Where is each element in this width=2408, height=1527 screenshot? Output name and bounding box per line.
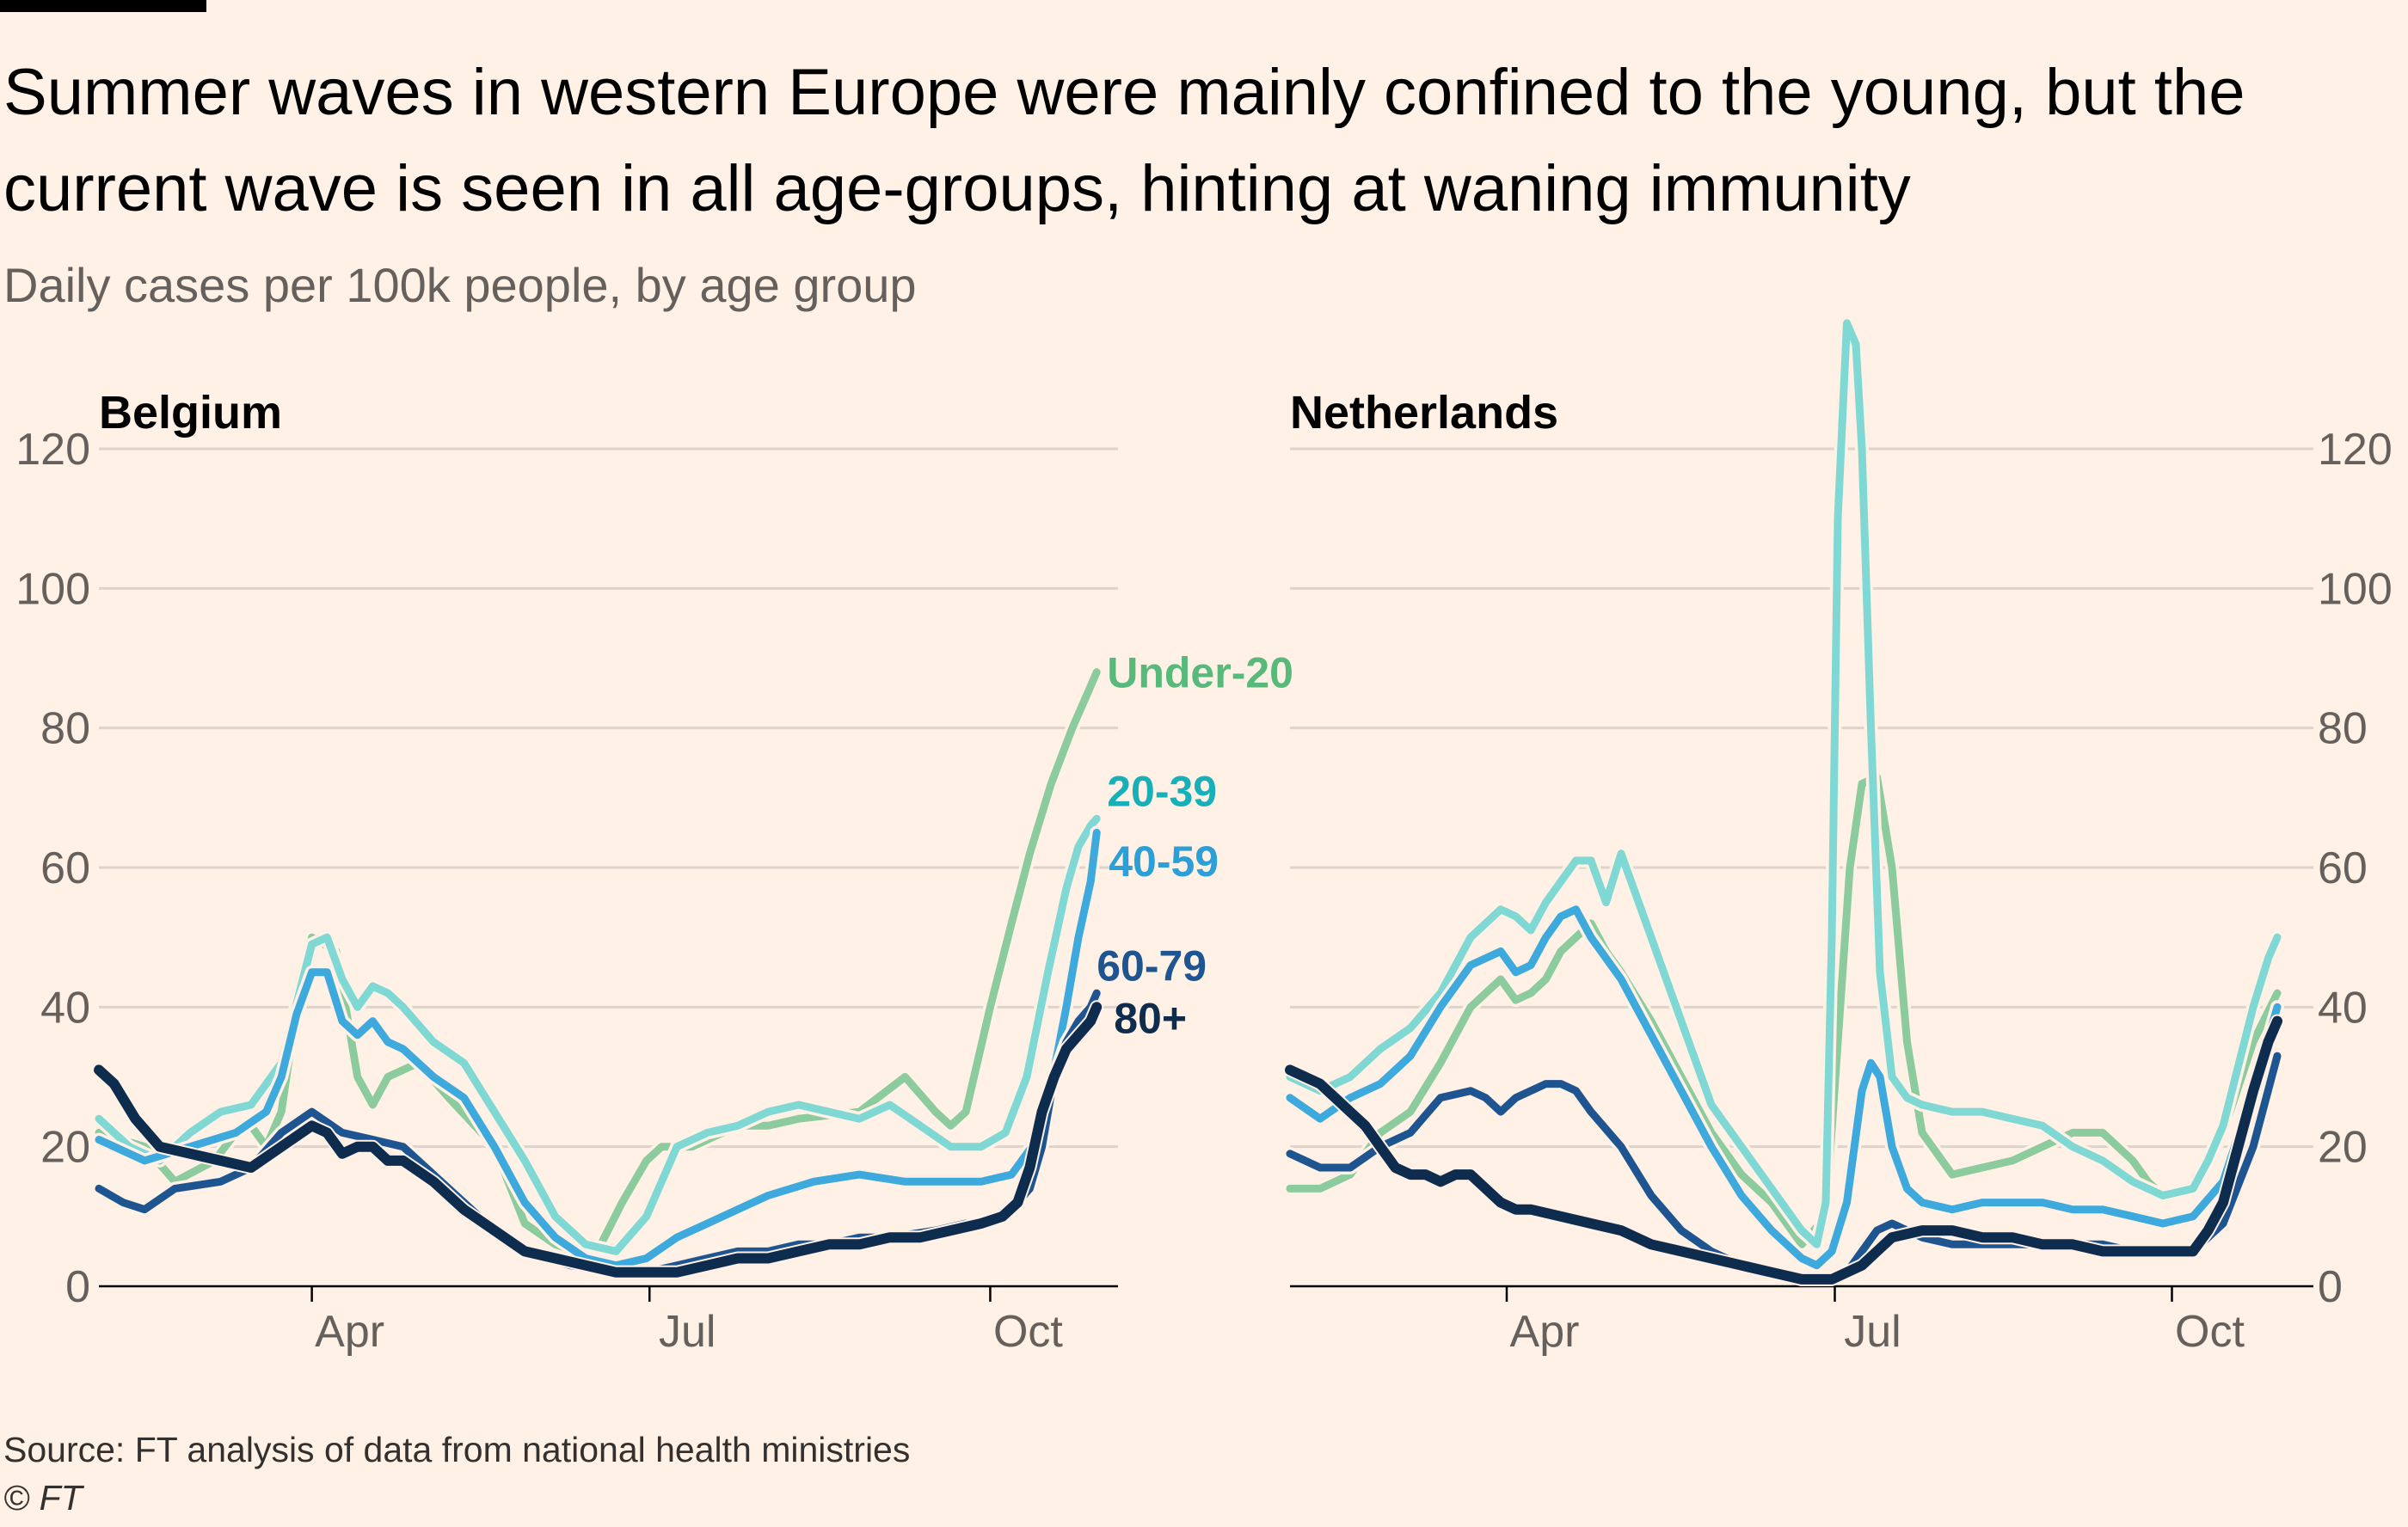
series-line-a40_59 [95,828,1101,1270]
end-label-a80: 80+ [1114,995,1187,1043]
y-tick-label: 100 [2318,564,2393,614]
x-tick-label: Apr [315,1307,384,1357]
series-halo-a40_59 [92,825,1104,1272]
panel-belgium: Belgium 0 20 40 60 80 100 120 Apr Jul Oct Under-20 2… [15,387,1293,1357]
x-tick-label: Apr [1510,1307,1580,1357]
source-note: Source: FT analysis of data from nationa… [3,1430,911,1469]
y-tick-label: 20 [40,1123,90,1173]
x-tick-label: Oct [2175,1307,2245,1357]
series-line-a80 [1285,1015,2282,1285]
y-tick-label: 60 [40,843,90,893]
end-label-under20: Under-20 [1107,649,1293,697]
y-tick-label: 120 [15,425,90,475]
y-tick-label: 80 [2318,704,2368,754]
x-tick-label: Jul [1844,1307,1901,1357]
y-tick-label: 20 [2318,1123,2368,1173]
y-tick-label: 0 [65,1262,90,1312]
y-tick-label: 100 [15,564,90,614]
chart-subtitle: Daily cases per 100k people, by age grou… [3,258,917,312]
series-line-a40_59 [1286,905,2282,1270]
end-label-a20_39: 20-39 [1107,768,1217,816]
y-tick-label: 120 [2318,425,2393,475]
y-tick-label: 40 [2318,983,2368,1033]
y-tick-label: 80 [40,704,90,754]
copyright-note: © FT [3,1478,83,1518]
series-line-a20_39 [1286,319,2282,1248]
panel-title: Netherlands [1290,387,1558,438]
y-tick-label: 0 [2318,1262,2343,1312]
ft-top-bar [0,0,206,12]
y-tick-label: 40 [40,983,90,1033]
end-label-a60_79: 60-79 [1096,942,1207,990]
panel-title: Belgium [99,387,282,438]
series-line-under20 [1286,773,2282,1248]
chart-title: Summer waves in western Europe were main… [3,56,2245,225]
panel-netherlands: Netherlands 0 20 40 60 80 100 120 Apr Jul Oct [1283,316,2393,1357]
series-line-a80 [94,1002,1103,1278]
end-label-a40_59: 40-59 [1109,837,1219,886]
x-tick-label: Jul [659,1307,716,1357]
y-tick-label: 60 [2318,843,2368,893]
x-tick-label: Oct [993,1307,1063,1357]
